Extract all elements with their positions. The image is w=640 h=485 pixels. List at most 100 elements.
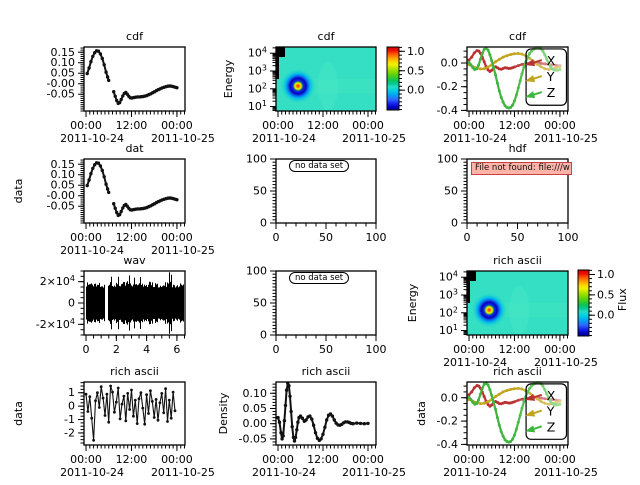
- y-tick-label: 0.0: [441, 57, 459, 70]
- x-tick-label: 0: [273, 343, 280, 356]
- date-label: 2011-10-24: [443, 466, 507, 479]
- y-tick-label: -2×104: [36, 317, 75, 331]
- legend-label-x: X: [547, 53, 556, 68]
- legend-label-y: Y: [546, 404, 555, 419]
- x-tick-label: 0: [83, 343, 90, 356]
- y-tick-label: -0.2: [437, 80, 458, 93]
- data-series: [468, 387, 561, 406]
- y-tick-label: 100: [437, 153, 458, 166]
- legend-arrow-icon: [530, 91, 543, 97]
- panel-r1c2-hdf: 0 50 100 100 50 0 hdf: [437, 142, 579, 244]
- panel-r1c1-empty: 0 50 100 100 50 0: [246, 153, 387, 245]
- x-tick-label: 12:00: [116, 119, 148, 132]
- colorbar[interactable]: [577, 269, 590, 337]
- x-tick-label: 12:00: [307, 119, 339, 132]
- legend-label-z: Z: [547, 419, 556, 434]
- legend-arrow-icon: [530, 59, 543, 65]
- date-label: 2011-10-24: [252, 132, 316, 145]
- spectrogram-image: [276, 47, 376, 111]
- legend-arrow-icon: [530, 409, 543, 416]
- file-not-found-message: File not found: file:///w: [471, 162, 572, 175]
- legend-box[interactable]: [525, 383, 568, 440]
- data-series: [86, 161, 110, 193]
- date-label: 2011-10-25: [534, 132, 598, 145]
- panel-title: rich ascii: [493, 365, 542, 378]
- date-label: 2011-10-25: [151, 244, 215, 257]
- legend-label-z: Z: [547, 85, 556, 100]
- x-tick-label: 00:00: [544, 343, 576, 356]
- date-label: 2011-10-25: [534, 356, 598, 369]
- y-tick-label: 0.05: [243, 402, 268, 415]
- data-series: [468, 52, 561, 71]
- y-tick-label: -0.00: [47, 77, 75, 90]
- y-tick-label: -0.05: [239, 432, 267, 445]
- x-tick-label: 0: [464, 231, 471, 244]
- y-tick-label: 100: [246, 265, 267, 278]
- colorbar-tick-label: 0.0: [597, 309, 615, 322]
- y-tick-label: 104: [439, 270, 458, 284]
- x-tick-label: 00:00: [262, 119, 294, 132]
- x-tick-label: 00:00: [70, 119, 102, 132]
- plot-area-r3c0-richascii-data[interactable]: [83, 381, 186, 446]
- x-tick-label: 00:00: [70, 453, 102, 466]
- date-label: 2011-10-24: [60, 244, 124, 257]
- plot-area-r0c1-cdf-spectrogram[interactable]: [275, 46, 377, 112]
- plot-area-r0c0-cdf[interactable]: [83, 46, 186, 112]
- spectrogram-image: [467, 271, 568, 335]
- y-tick-label: 103: [248, 64, 267, 78]
- plot-area-r2c2-richascii-spectrogram[interactable]: [466, 270, 569, 336]
- colorbar[interactable]: [386, 46, 400, 111]
- bullseye-feature: [281, 69, 315, 104]
- y-axis-label: data: [415, 401, 428, 426]
- y-tick-label: 0.05: [51, 179, 76, 192]
- data-series: [468, 381, 561, 444]
- y-tick-label: 0: [260, 217, 267, 230]
- bullseye-feature: [472, 293, 507, 328]
- y-axis-label: data: [12, 401, 25, 426]
- y-tick-label: 0.15: [51, 46, 76, 59]
- panel-r2c1-empty: 0 50 100 100 50 0: [246, 265, 387, 357]
- date-label: 2011-10-25: [151, 466, 215, 479]
- panel-r2c0-wav: 0 2 4 6 2×104 0 -2×104 wav: [36, 254, 186, 356]
- y-tick-label: 104: [248, 46, 267, 60]
- x-tick-label: 00:00: [453, 119, 485, 132]
- x-tick-label: 00:00: [161, 231, 193, 244]
- date-label: 2011-10-24: [60, 466, 124, 479]
- legend-box[interactable]: [525, 48, 568, 106]
- plot-area-r1c0-dat[interactable]: [83, 158, 186, 224]
- colorbar-tick-label: 0.5: [407, 64, 425, 77]
- plot-area-r3c1-richascii-density[interactable]: [275, 381, 377, 446]
- y-tick-label: 0: [260, 329, 267, 342]
- panel-title: wav: [123, 254, 146, 267]
- x-tick-label: 00:00: [352, 119, 384, 132]
- y-tick-label: 0: [451, 217, 458, 230]
- y-axis-label: Energy: [222, 59, 235, 98]
- panel-title: hdf: [509, 142, 528, 155]
- colorbar-tick-label: 1.0: [407, 45, 425, 58]
- fill-data-block: [276, 47, 285, 57]
- y-tick-label: -0.4: [437, 104, 458, 117]
- x-tick-label: 100: [558, 231, 579, 244]
- y-tick-label: -1: [64, 413, 75, 426]
- x-tick-label: 12:00: [499, 453, 531, 466]
- plot-area-r0c2-cdf-vector[interactable]: [466, 46, 569, 112]
- y-tick-label: 0.00: [243, 417, 268, 430]
- y-tick-label: -0.05: [47, 88, 75, 101]
- y-tick-label: 0.15: [51, 158, 76, 171]
- no-data-message-2: no data set: [289, 272, 350, 284]
- y-tick-label: -0.4: [437, 438, 458, 451]
- plot-area-r3c2-richascii-vector[interactable]: [466, 381, 569, 446]
- x-tick-label: 100: [366, 231, 387, 244]
- y-tick-label: -2: [64, 426, 75, 439]
- plot-area-r2c0-wav[interactable]: [83, 270, 186, 336]
- panel-title: cdf: [509, 30, 527, 43]
- data-series: [277, 382, 369, 442]
- y-axis-label: data: [12, 179, 25, 204]
- y-tick-label: 2×104: [40, 274, 75, 288]
- y-tick-label: 50: [253, 185, 267, 198]
- x-tick-label: 4: [143, 343, 150, 356]
- y-tick-label: 0.10: [51, 56, 76, 69]
